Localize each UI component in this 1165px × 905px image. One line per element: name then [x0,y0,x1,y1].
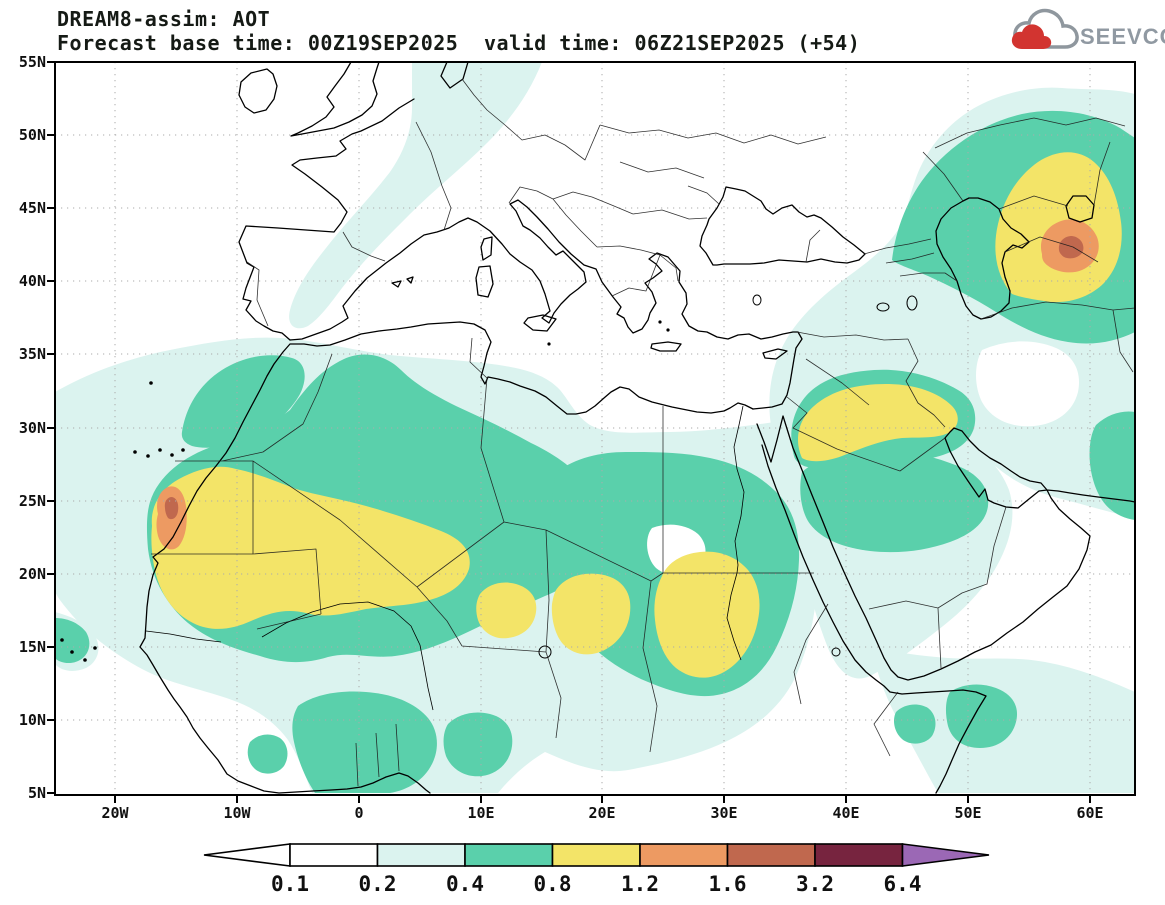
lon-label: 20E [588,804,615,822]
contour-yellow-mauritania-mali [151,466,470,629]
colorbar-segment [289,843,379,867]
lon-label: 60E [1076,804,1103,822]
lat-axis-labels: 55N 50N 45N 40N 35N 30N 25N 20N 15N 10N … [19,53,46,802]
country-borders [151,78,1135,787]
colorbar-label: 0.2 [359,872,397,896]
colorbar-right-arrow [901,843,990,867]
logo-cloud-red-icon [1011,24,1052,49]
geography [60,62,1135,794]
lakes [538,294,918,659]
coastline-black-sea [699,186,866,266]
colorbar-label: 1.6 [709,872,747,896]
contour-green-horn-1 [945,684,1018,748]
river-senegal [145,630,222,643]
lon-label: 10W [223,804,251,822]
coastline-britain [290,62,380,137]
contour-brick-mauritania-core [164,497,179,520]
coastline-west-europe [238,62,469,341]
colorbar-label: 0.8 [534,872,572,896]
coastline-islands [391,236,788,360]
colorbar-segment [376,843,466,867]
contour-pale-europe-band [289,62,542,329]
lat-label: 10N [19,711,46,729]
coastline-mediterranean-north [289,199,803,410]
colorbar-label: 6.4 [884,872,922,896]
header: DREAM8-assim: AOT Forecast base time: 00… [57,7,860,55]
lon-label: 20W [101,804,129,822]
colorbar-labels: 0.1 0.2 0.4 0.8 1.2 1.6 3.2 6.4 [271,872,921,896]
valid-time-label: valid time: 06Z21SEP2025 (+54) [484,31,860,55]
lat-label: 20N [19,565,46,583]
coastline-aral-sea [1065,195,1095,223]
lat-label: 50N [19,126,46,144]
lon-label: 30E [710,804,737,822]
colorbar-segment [551,843,641,867]
river-nile [726,405,745,661]
lat-label: 25N [19,492,46,510]
contour-white-gap-central-iran [976,341,1080,427]
coastline-redsea-arabia-gulf [756,415,1135,794]
lon-label: 40E [832,804,859,822]
lat-label: 15N [19,638,46,656]
colorbar-segment [464,843,554,867]
colorbar-segment [639,843,729,867]
contour-yellow-sudan [654,551,760,678]
axis-ticks [47,61,1091,803]
lat-tickmarks [47,61,55,794]
contour-green-east-iran [1089,411,1135,520]
colorbar-label: 3.2 [796,872,834,896]
river-niger [261,601,434,711]
contour-green-left-edge [55,618,90,664]
gridlines-horizontal [55,134,1135,721]
coastline-caspian-sea [935,197,1030,320]
colorbar-segment [726,843,816,867]
contour-yellow-niger [476,582,537,639]
lon-label: 50E [954,804,981,822]
lat-label: 45N [19,199,46,217]
colorbar-segment [814,843,904,867]
coastline-north-africa-atlantic [139,321,754,794]
contour-green-arabia-band [800,449,989,553]
contour-brick-central-asia-core [1058,236,1084,259]
lon-axis-labels: 20W 10W 0 10E 20E 30E 40E 50E 60E [101,804,1103,822]
contour-green-morocco [181,355,305,448]
colorbar-label: 1.2 [621,872,659,896]
lon-tickmarks [114,795,1091,803]
lat-label: 40N [19,272,46,290]
contour-layers [55,62,1135,793]
colorbar-left-arrow [203,843,291,867]
logo-text: SEEVCCC [1080,24,1165,49]
colorbar-label: 0.1 [271,872,309,896]
lon-label: 0 [354,804,363,822]
lat-label: 30N [19,419,46,437]
colorbar: 0.1 0.2 0.4 0.8 1.2 1.6 3.2 6.4 [203,843,990,896]
lon-label: 10E [467,804,494,822]
colorbar-label: 0.4 [446,872,484,896]
lat-label: 55N [19,53,46,71]
contour-green-guinea-1 [292,691,437,793]
lat-label: 5N [28,784,46,802]
lat-label: 35N [19,345,46,363]
contour-yellow-chad [551,573,631,655]
graticule [55,62,1135,795]
contour-green-horn-2 [894,704,936,744]
base-time-label: Forecast base time: 00Z19SEP2025 [57,31,458,55]
coastline-ireland [238,68,278,114]
island-dots [60,320,670,662]
contour-green-guinea-3 [247,734,288,774]
page-title: DREAM8-assim: AOT [57,7,270,31]
seevccc-logo: SEEVCCC [1011,8,1165,49]
contour-green-guinea-2 [443,712,513,777]
